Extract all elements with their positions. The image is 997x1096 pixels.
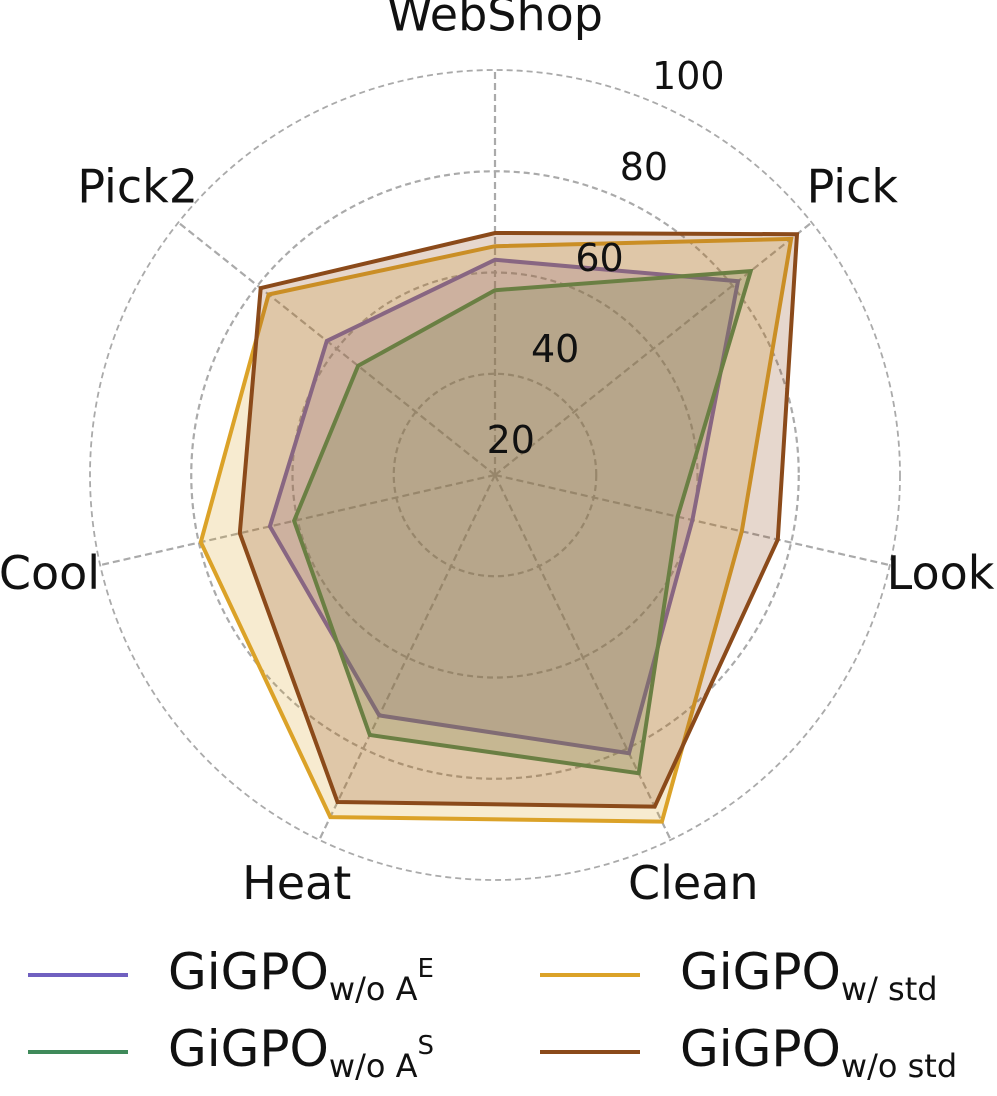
legend-label: GiGPOw/o AS (168, 1020, 434, 1086)
spoke (177, 221, 496, 476)
radial-tick-label: 40 (531, 327, 579, 371)
category-label: Heat (242, 856, 351, 910)
radial-tick-label: 20 (487, 418, 535, 462)
spoke (99, 473, 496, 567)
series-line (267, 257, 741, 756)
legend-name: GiGPO (168, 1020, 329, 1078)
category-label: Pick2 (77, 160, 198, 214)
legend-label: GiGPOw/o std (680, 1020, 957, 1086)
legend-subscript: w/o std (841, 1047, 957, 1085)
radial-tick-label: 80 (620, 145, 668, 189)
spoke (494, 474, 672, 841)
radial-tick-label: 60 (575, 236, 623, 280)
category-label: WebShop (387, 0, 603, 42)
legend-subscript: w/ std (841, 970, 938, 1008)
legend-subscript: w/o A (329, 1047, 418, 1085)
series-area (200, 238, 792, 822)
category-label: Pick (807, 160, 899, 214)
spoke (494, 221, 813, 476)
series-area (294, 271, 751, 774)
series-area (239, 233, 798, 807)
legend-superscript: S (417, 1031, 434, 1061)
grid-ring (89, 69, 901, 881)
series-line (237, 230, 800, 809)
series-line (291, 268, 754, 776)
grid-ring (392, 372, 598, 578)
legend-label: GiGPOw/o AE (168, 943, 434, 1009)
category-label: Clean (628, 856, 759, 910)
category-label: Look (887, 546, 995, 600)
legend-subscript: w/o A (329, 970, 418, 1008)
spoke (318, 474, 496, 841)
legend-label: GiGPOw/ std (680, 943, 938, 1009)
legend-name: GiGPO (680, 1020, 841, 1078)
legend-name: GiGPO (680, 943, 841, 1001)
series-area (269, 259, 738, 754)
legend-name: GiGPO (168, 943, 329, 1001)
legend-superscript: E (417, 954, 433, 984)
category-label: Cool (0, 546, 100, 600)
radial-tick-label: 100 (652, 54, 725, 98)
